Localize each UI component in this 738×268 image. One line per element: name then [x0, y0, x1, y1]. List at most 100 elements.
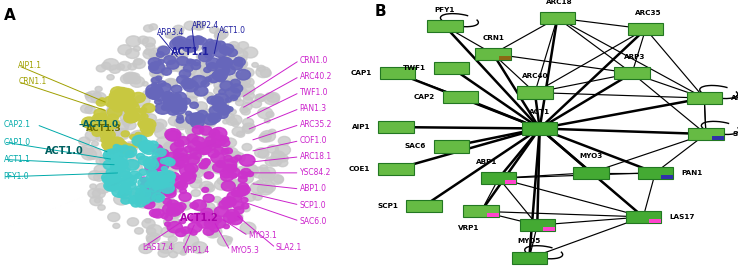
Circle shape: [179, 39, 190, 47]
Text: CAP2.1: CAP2.1: [4, 120, 31, 129]
Circle shape: [175, 117, 188, 128]
Circle shape: [82, 117, 97, 128]
FancyBboxPatch shape: [487, 214, 499, 217]
Circle shape: [178, 182, 186, 187]
Circle shape: [243, 206, 250, 212]
Circle shape: [241, 68, 254, 77]
Circle shape: [199, 147, 210, 154]
Text: LAS17.4: LAS17.4: [142, 243, 173, 252]
Circle shape: [186, 154, 193, 159]
Circle shape: [97, 120, 112, 131]
Circle shape: [179, 70, 190, 78]
Circle shape: [122, 119, 131, 126]
Circle shape: [230, 84, 243, 93]
Circle shape: [243, 118, 254, 126]
Circle shape: [222, 101, 229, 106]
Circle shape: [211, 96, 224, 106]
Circle shape: [110, 137, 124, 148]
Circle shape: [140, 107, 147, 112]
Circle shape: [94, 109, 106, 118]
Circle shape: [189, 167, 204, 178]
Circle shape: [169, 251, 178, 258]
Circle shape: [94, 122, 100, 127]
Text: ARP3.4: ARP3.4: [157, 28, 184, 37]
Circle shape: [233, 202, 244, 210]
Circle shape: [153, 85, 162, 91]
Circle shape: [148, 88, 156, 94]
Circle shape: [155, 177, 168, 186]
Circle shape: [111, 96, 120, 102]
Circle shape: [103, 137, 117, 146]
Circle shape: [235, 155, 241, 160]
Circle shape: [266, 93, 273, 98]
Circle shape: [199, 181, 213, 192]
Text: CAP1.0: CAP1.0: [4, 137, 31, 147]
Circle shape: [164, 142, 176, 151]
Circle shape: [145, 219, 151, 223]
Circle shape: [176, 207, 184, 213]
Circle shape: [275, 144, 291, 155]
Circle shape: [120, 144, 135, 154]
Circle shape: [272, 151, 285, 161]
Circle shape: [94, 165, 106, 174]
Circle shape: [166, 53, 175, 60]
Circle shape: [111, 183, 124, 192]
Circle shape: [123, 176, 137, 185]
Circle shape: [184, 163, 198, 173]
Circle shape: [142, 82, 148, 86]
FancyBboxPatch shape: [434, 140, 469, 152]
Circle shape: [147, 225, 162, 236]
Circle shape: [113, 120, 128, 132]
Circle shape: [188, 78, 196, 84]
Circle shape: [273, 151, 282, 158]
Circle shape: [219, 105, 231, 113]
Circle shape: [184, 146, 193, 152]
Circle shape: [213, 87, 225, 95]
Circle shape: [216, 75, 226, 82]
Circle shape: [148, 193, 156, 199]
Circle shape: [180, 251, 187, 255]
Circle shape: [242, 165, 258, 177]
Circle shape: [234, 213, 243, 220]
Circle shape: [113, 99, 123, 107]
Circle shape: [90, 184, 97, 189]
Circle shape: [138, 121, 146, 127]
Circle shape: [145, 190, 151, 195]
Text: SCP1.0: SCP1.0: [300, 200, 326, 210]
Circle shape: [204, 51, 214, 58]
Circle shape: [103, 130, 115, 140]
Circle shape: [209, 230, 215, 235]
Circle shape: [232, 127, 245, 136]
Circle shape: [133, 189, 142, 197]
Circle shape: [114, 128, 130, 140]
Circle shape: [256, 67, 271, 78]
Circle shape: [111, 138, 123, 147]
Circle shape: [124, 121, 136, 130]
Circle shape: [120, 156, 127, 161]
Circle shape: [243, 47, 258, 58]
Circle shape: [139, 244, 153, 254]
Circle shape: [176, 75, 188, 84]
Circle shape: [96, 134, 106, 141]
Circle shape: [207, 229, 218, 238]
Circle shape: [92, 141, 98, 146]
Circle shape: [97, 171, 108, 178]
FancyBboxPatch shape: [517, 87, 553, 99]
Circle shape: [221, 136, 229, 142]
Circle shape: [238, 171, 248, 178]
Circle shape: [190, 60, 196, 64]
Circle shape: [100, 110, 114, 121]
Circle shape: [165, 181, 170, 185]
FancyBboxPatch shape: [638, 167, 673, 179]
Circle shape: [193, 36, 204, 44]
Circle shape: [227, 168, 240, 177]
Text: CRN1: CRN1: [482, 35, 504, 41]
Circle shape: [207, 39, 213, 44]
Circle shape: [201, 159, 210, 165]
Circle shape: [140, 114, 148, 119]
Circle shape: [224, 169, 233, 176]
Circle shape: [261, 69, 271, 77]
Circle shape: [250, 182, 266, 193]
Circle shape: [152, 200, 162, 207]
Circle shape: [95, 86, 102, 92]
